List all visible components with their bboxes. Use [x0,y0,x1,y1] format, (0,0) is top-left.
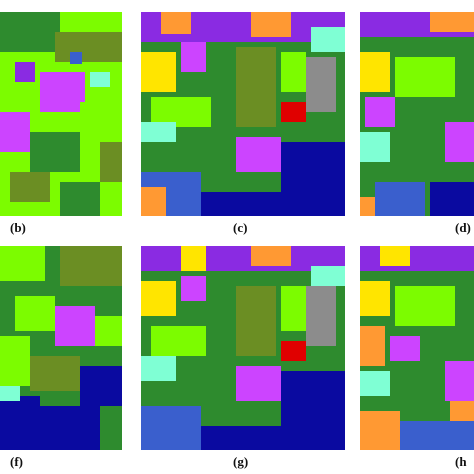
panel-h-image [360,246,474,450]
label-g: (g) [233,454,249,469]
panel-g-map [141,246,345,450]
panel-c-image [141,12,345,216]
label-f: (f) [10,454,23,469]
panel-f-map [0,246,122,450]
panel-c-map [141,12,345,216]
panel-f-image [0,246,122,450]
panel-d-image [360,12,474,216]
label-h: (h [455,454,467,469]
panel-d-map [360,12,474,216]
panel-b-map [0,12,122,216]
panel-g-image [141,246,345,450]
label-d: (d) [455,220,471,235]
panel-h-map [360,246,474,450]
label-b: (b) [10,220,26,235]
panel-b-image [0,12,122,216]
label-c: (c) [233,220,248,235]
